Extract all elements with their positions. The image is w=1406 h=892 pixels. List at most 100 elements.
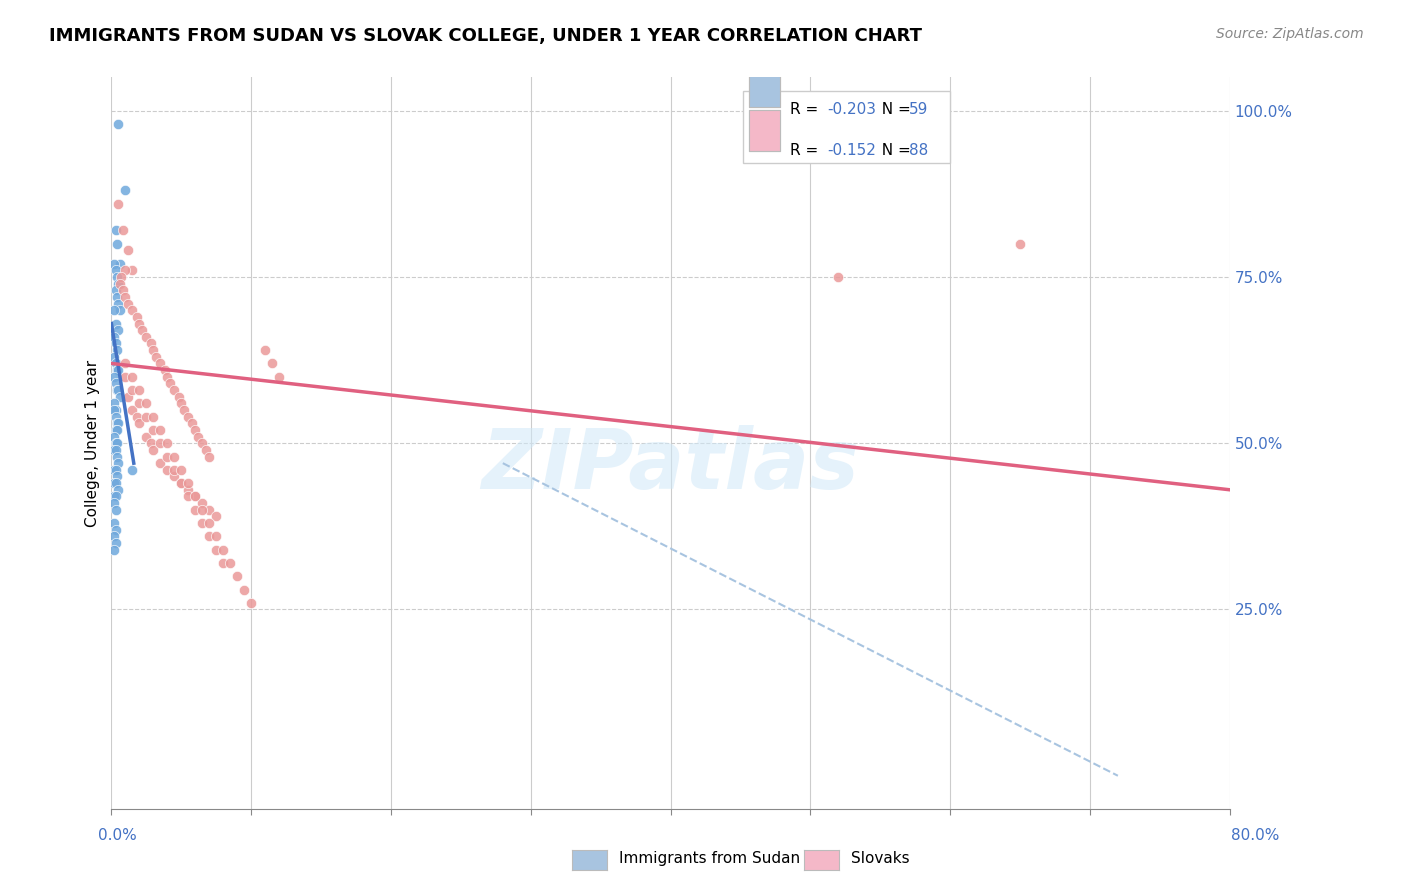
- Point: [142, 343, 165, 358]
- Point: [191, 516, 214, 530]
- Point: [105, 290, 128, 304]
- Point: [104, 523, 127, 537]
- Point: [177, 409, 200, 424]
- Point: [103, 350, 125, 364]
- Point: [149, 423, 172, 437]
- Point: [104, 376, 127, 391]
- Point: [198, 529, 221, 543]
- Point: [177, 483, 200, 497]
- Point: [103, 403, 125, 417]
- Point: [184, 423, 207, 437]
- Point: [107, 456, 129, 470]
- Text: Slovaks: Slovaks: [851, 851, 910, 865]
- Point: [181, 417, 204, 431]
- Point: [170, 396, 193, 410]
- Point: [103, 529, 125, 543]
- Point: [107, 323, 129, 337]
- Point: [125, 310, 148, 324]
- Point: [212, 556, 235, 570]
- Point: [105, 236, 128, 251]
- Point: [195, 442, 218, 457]
- Point: [187, 429, 209, 443]
- Point: [205, 509, 228, 524]
- Point: [103, 476, 125, 491]
- Point: [103, 496, 125, 510]
- Point: [104, 403, 127, 417]
- Text: N =: N =: [872, 102, 915, 117]
- Point: [103, 369, 125, 384]
- Point: [108, 257, 131, 271]
- Point: [142, 442, 165, 457]
- Point: [149, 356, 172, 370]
- Point: [108, 303, 131, 318]
- Text: IMMIGRANTS FROM SUDAN VS SLOVAK COLLEGE, UNDER 1 YEAR CORRELATION CHART: IMMIGRANTS FROM SUDAN VS SLOVAK COLLEGE,…: [49, 27, 922, 45]
- Point: [105, 436, 128, 450]
- Point: [142, 423, 165, 437]
- Point: [107, 417, 129, 431]
- Point: [170, 463, 193, 477]
- Point: [149, 456, 172, 470]
- Point: [139, 336, 162, 351]
- Text: Immigrants from Sudan: Immigrants from Sudan: [619, 851, 800, 865]
- Point: [103, 429, 125, 443]
- Point: [1008, 236, 1031, 251]
- Point: [153, 363, 176, 377]
- Point: [103, 542, 125, 557]
- Point: [107, 483, 129, 497]
- Point: [111, 223, 134, 237]
- Point: [131, 323, 153, 337]
- Point: [184, 502, 207, 516]
- Point: [184, 490, 207, 504]
- Point: [167, 390, 190, 404]
- Point: [135, 429, 157, 443]
- Point: [114, 290, 136, 304]
- Point: [184, 490, 207, 504]
- Point: [145, 350, 167, 364]
- Point: [128, 383, 150, 397]
- Point: [163, 469, 186, 483]
- Point: [198, 502, 221, 516]
- Point: [108, 277, 131, 291]
- Point: [104, 423, 127, 437]
- Point: [105, 469, 128, 483]
- Point: [135, 396, 157, 410]
- Point: [114, 263, 136, 277]
- Point: [173, 403, 195, 417]
- Point: [191, 436, 214, 450]
- Point: [269, 369, 291, 384]
- Point: [254, 343, 277, 358]
- Text: -0.203: -0.203: [827, 102, 876, 117]
- Point: [156, 450, 179, 464]
- Point: [105, 343, 128, 358]
- Point: [219, 556, 242, 570]
- Text: R =: R =: [790, 144, 824, 158]
- Point: [104, 502, 127, 516]
- Point: [105, 269, 128, 284]
- Point: [117, 244, 139, 258]
- Point: [226, 569, 249, 583]
- Point: [114, 184, 136, 198]
- Point: [104, 223, 127, 237]
- Point: [163, 463, 186, 477]
- Point: [212, 542, 235, 557]
- Point: [110, 269, 132, 284]
- Point: [139, 436, 162, 450]
- Point: [125, 409, 148, 424]
- Text: 80.0%: 80.0%: [1232, 828, 1279, 843]
- Point: [107, 196, 129, 211]
- Point: [121, 303, 143, 318]
- Point: [114, 369, 136, 384]
- Point: [128, 396, 150, 410]
- Point: [103, 330, 125, 344]
- Point: [156, 369, 179, 384]
- Point: [128, 317, 150, 331]
- Point: [105, 363, 128, 377]
- Point: [121, 369, 143, 384]
- Point: [107, 277, 129, 291]
- Point: [191, 502, 214, 516]
- Point: [128, 417, 150, 431]
- Point: [121, 383, 143, 397]
- Point: [104, 317, 127, 331]
- Point: [111, 283, 134, 297]
- Point: [103, 257, 125, 271]
